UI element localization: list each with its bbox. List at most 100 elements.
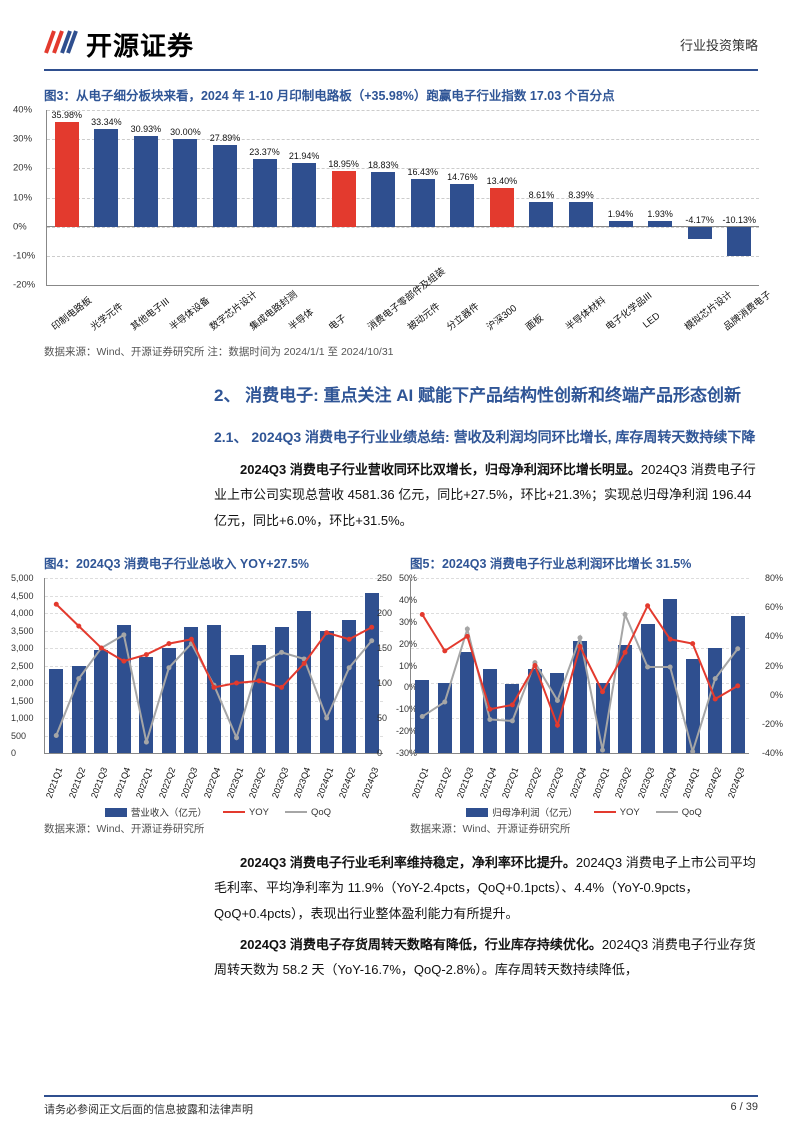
para-1-bold: 2024Q3 消费电子行业营收同环比双增长，归母净利润环比增长明显。 (240, 462, 641, 477)
fig5-xaxis: 2021Q12021Q22021Q32021Q42022Q12022Q22022… (410, 754, 748, 802)
footer-page: 6 / 39 (730, 1101, 758, 1117)
para-1: 2024Q3 消费电子行业营收同环比双增长，归母净利润环比增长明显。2024Q3… (214, 457, 758, 533)
mini-period-label: 2022Q3 (545, 766, 565, 800)
fig3-category-label: LED (641, 311, 662, 331)
mini-period-label: 2021Q3 (89, 766, 109, 800)
fig5-title: 图5：2024Q3 消费电子行业总利润环比增长 31.5% (410, 553, 758, 572)
footer-disclaimer: 请务必参阅正文后面的信息披露和法律声明 (44, 1101, 253, 1117)
fig3-bar (609, 221, 633, 227)
yoy-line (422, 606, 737, 726)
mini-period-label: 2023Q4 (658, 766, 678, 800)
mini-period-label: 2021Q1 (410, 766, 430, 800)
mini-period-label: 2022Q2 (157, 766, 177, 800)
fig4-title: 图4：2024Q3 消费电子行业总收入 YOY+27.5% (44, 553, 392, 572)
fig3-bar (55, 122, 79, 227)
company-name: 开源证券 (86, 26, 194, 63)
section-2-1-heading: 2.1、 2024Q3 消费电子行业业绩总结: 营收及利润均同环比增长, 库存周… (214, 424, 758, 451)
fig4-legend-bar: 营业收入（亿元） (105, 805, 207, 819)
fig3-category-label: 分立器件 (443, 299, 482, 333)
fig3-category-label: 电子 (325, 310, 349, 333)
para-2-bold: 2024Q3 消费电子行业毛利率维持稳定，净利率环比提升。 (240, 855, 576, 870)
fig3-bar-label: 13.40% (477, 176, 527, 186)
fig3-category-label: 其他电子III (127, 294, 172, 333)
fig3-title: 图3：从电子细分板块来看，2024 年 1-10 月印制电路板（+35.98%）… (44, 85, 758, 104)
mini-period-label: 2024Q2 (703, 766, 723, 800)
fig3-bar-label: -10.13% (714, 215, 764, 225)
fig4-legend-qoq: QoQ (285, 805, 331, 819)
mini-period-label: 2023Q2 (613, 766, 633, 800)
fig3-bar (688, 227, 712, 239)
fig5-source: 数据来源：Wind、开源证券研究所 (410, 821, 758, 836)
fig3-bar (648, 221, 672, 227)
mini-period-label: 2021Q3 (455, 766, 475, 800)
fig3-category-label: 半导体材料 (562, 293, 608, 333)
fig5-legend: 归母净利润（亿元） YOY QoQ (410, 805, 758, 819)
fig4-xaxis: 2021Q12021Q22021Q32021Q42022Q12022Q22022… (44, 754, 382, 802)
mini-period-label: 2022Q4 (568, 766, 588, 800)
fig3-bar (332, 171, 356, 226)
mini-period-label: 2023Q1 (591, 766, 611, 800)
logo-mark-icon (44, 27, 78, 62)
mini-period-label: 2022Q3 (179, 766, 199, 800)
fig3-bar-label: 27.89% (200, 133, 250, 143)
fig4-legend: 营业收入（亿元） YOY QoQ (44, 805, 392, 819)
para-3-bold: 2024Q3 消费电子存货周转天数略有降低，行业库存持续优化。 (240, 937, 602, 952)
fig3-bar (253, 159, 277, 227)
fig3-chart: -20%-10%0%10%20%30%40%35.98%33.34%30.93%… (46, 110, 759, 286)
fig5-panel: 图5：2024Q3 消费电子行业总利润环比增长 31.5% 0501001502… (410, 539, 758, 836)
section-2-heading: 2、 消费电子: 重点关注 AI 赋能下产品结构性创新和终端产品形态创新 (214, 377, 758, 414)
fig3-bar (450, 184, 474, 227)
mini-period-label: 2023Q2 (247, 766, 267, 800)
fig3-category-label: 沪深300 (483, 301, 519, 333)
mini-period-label: 2023Q4 (292, 766, 312, 800)
fig3-xaxis: 印制电路板光学元件其他电子III半导体设备数字芯片设计集成电路封测半导体电子消费… (46, 286, 758, 342)
mini-lines (411, 578, 749, 753)
fig3-bar-label: 8.39% (556, 190, 606, 200)
mini-period-label: 2023Q3 (636, 766, 656, 800)
mini-period-label: 2024Q1 (681, 766, 701, 800)
mini-period-label: 2024Q3 (360, 766, 380, 800)
mini-period-label: 2022Q4 (202, 766, 222, 800)
mini-period-label: 2021Q4 (478, 766, 498, 800)
mini-period-label: 2021Q1 (44, 766, 64, 800)
doc-type: 行业投资策略 (680, 35, 758, 54)
mini-period-label: 2024Q1 (315, 766, 335, 800)
mini-period-label: 2023Q3 (270, 766, 290, 800)
para-3: 2024Q3 消费电子存货周转天数略有降低，行业库存持续优化。2024Q3 消费… (214, 932, 758, 983)
fig3-bar (371, 172, 395, 227)
fig3-source: 数据来源：Wind、开源证券研究所 注：数据时间为 2024/1/1 至 202… (44, 344, 758, 359)
fig3-category-label: 印制电路板 (48, 293, 94, 333)
mini-lines (45, 578, 383, 753)
mini-period-label: 2022Q1 (500, 766, 520, 800)
fig3-bar (569, 202, 593, 226)
mini-period-label: 2021Q2 (433, 766, 453, 800)
fig3-category-label: 半导体 (285, 304, 316, 333)
para-2: 2024Q3 消费电子行业毛利率维持稳定，净利率环比提升。2024Q3 消费电子… (214, 850, 758, 926)
qoq-line (422, 614, 737, 751)
fig3-bar (490, 188, 514, 227)
fig5-legend-qoq: QoQ (656, 805, 702, 819)
fig3-bar (94, 129, 118, 226)
logo: 开源证券 (44, 26, 194, 63)
fig4-chart: 05001,0001,5002,0002,5003,0003,5004,0004… (44, 578, 383, 754)
mini-period-label: 2021Q4 (112, 766, 132, 800)
fig3-bar (134, 136, 158, 226)
fig3-bar (213, 145, 237, 226)
fig3-bar (173, 139, 197, 227)
fig3-category-label: 面板 (522, 310, 546, 333)
mini-period-label: 2022Q2 (523, 766, 543, 800)
mini-period-label: 2023Q1 (225, 766, 245, 800)
fig4-panel: 图4：2024Q3 消费电子行业总收入 YOY+27.5% 05001,0001… (44, 539, 392, 836)
fig5-legend-bar: 归母净利润（亿元） (466, 805, 578, 819)
two-chart-row: 图4：2024Q3 消费电子行业总收入 YOY+27.5% 05001,0001… (44, 539, 758, 836)
page-header: 开源证券 行业投资策略 (44, 26, 758, 71)
mini-period-label: 2022Q1 (134, 766, 154, 800)
fig3-bar (292, 163, 316, 227)
fig5-chart: 050100150200250-40%-20%0%20%40%60%80% (410, 578, 749, 754)
mini-period-label: 2021Q2 (67, 766, 87, 800)
fig3-bar (411, 179, 435, 227)
fig3-bar (727, 227, 751, 257)
page-footer: 请务必参阅正文后面的信息披露和法律声明 6 / 39 (44, 1095, 758, 1117)
fig3-category-label: 半导体设备 (166, 293, 212, 333)
fig3-bar (529, 202, 553, 227)
